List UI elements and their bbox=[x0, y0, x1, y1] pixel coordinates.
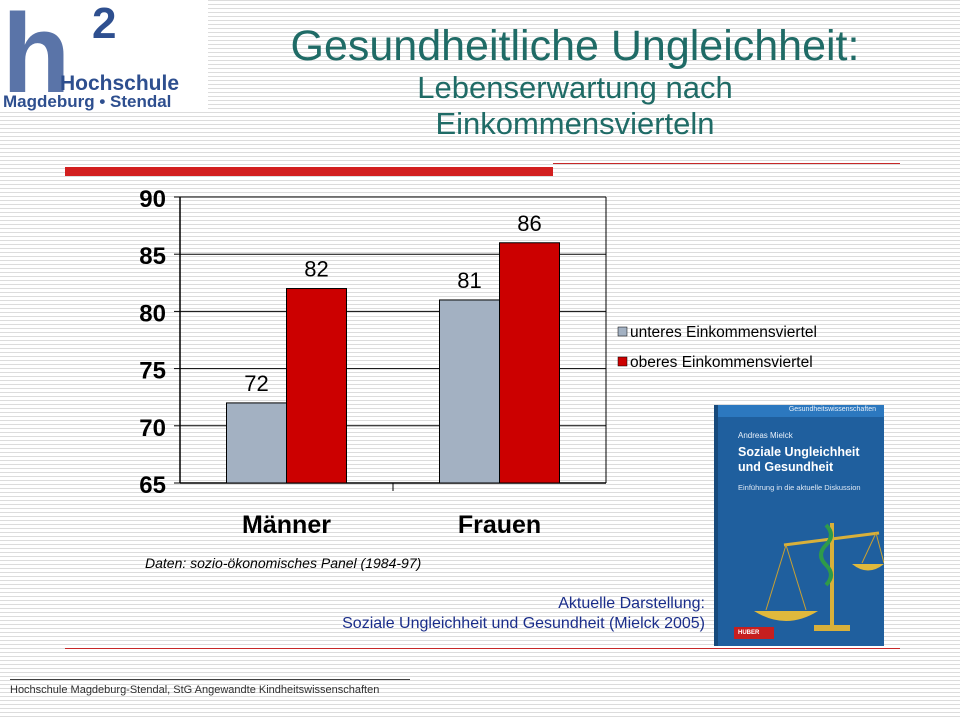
x-category-label: Männer bbox=[242, 511, 331, 539]
slide-title: Gesundheitliche Ungleichheit: Lebenserwa… bbox=[230, 22, 920, 142]
bar bbox=[499, 242, 560, 484]
bar bbox=[286, 288, 347, 484]
data-source-note: Daten: sozio-ökonomisches Panel (1984-97… bbox=[145, 555, 422, 571]
y-tick-label: 75 bbox=[139, 358, 166, 385]
title-sub-line1: Lebenserwartung nach bbox=[417, 70, 733, 105]
y-tick-label: 65 bbox=[139, 472, 166, 499]
logo-superscript: 2 bbox=[92, 0, 116, 48]
title-underline-thick bbox=[65, 167, 553, 176]
university-logo: h 2 Hochschule Magdeburg • Stendal bbox=[0, 0, 208, 112]
footer-rule bbox=[10, 679, 410, 680]
book-series: Gesundheitswissenschaften bbox=[788, 406, 876, 413]
bottom-divider bbox=[65, 648, 900, 649]
y-tick-label: 85 bbox=[139, 243, 166, 270]
bar bbox=[226, 402, 287, 484]
scales-of-justice-icon bbox=[714, 405, 884, 646]
y-tick-label: 80 bbox=[139, 300, 166, 327]
caption-line2: Soziale Ungleichheit und Gesundheit (Mie… bbox=[342, 615, 705, 632]
bar-value-label: 86 bbox=[517, 211, 541, 236]
logo-h2-mark: h 2 bbox=[2, 0, 116, 112]
caption-line1: Aktuelle Darstellung: bbox=[558, 595, 705, 612]
legend-label: oberes Einkommensviertel bbox=[630, 354, 813, 371]
book-cover: Gesundheitswissenschaften Andreas Mielck… bbox=[714, 405, 884, 646]
legend-label: unteres Einkommensviertel bbox=[630, 324, 817, 341]
logo-city: Magdeburg • Stendal bbox=[3, 92, 172, 111]
bar-value-label: 72 bbox=[244, 371, 268, 396]
legend-swatch bbox=[617, 326, 628, 337]
legend-swatch bbox=[617, 356, 628, 367]
book-title-line1: Soziale Ungleichheit bbox=[738, 445, 860, 459]
x-category-label: Frauen bbox=[458, 511, 541, 539]
bar bbox=[439, 299, 500, 484]
book-author: Andreas Mielck bbox=[738, 431, 793, 440]
book-title-line2: und Gesundheit bbox=[738, 460, 834, 474]
book-series-band: Gesundheitswissenschaften bbox=[714, 405, 884, 417]
logo-name: Hochschule bbox=[60, 72, 180, 95]
bar-value-label: 82 bbox=[304, 257, 328, 282]
title-main: Gesundheitliche Ungleichheit: bbox=[290, 22, 860, 70]
title-sub-line2: Einkommensvierteln bbox=[435, 106, 715, 141]
logo-letter: h bbox=[2, 0, 70, 112]
book-title: Soziale Ungleichheit und Gesundheit bbox=[738, 445, 878, 475]
y-tick-label: 70 bbox=[139, 415, 166, 442]
title-underline-thin bbox=[553, 163, 900, 164]
current-reference-caption: Aktuelle Darstellung: Soziale Ungleichhe… bbox=[200, 594, 705, 634]
book-publisher: HUBER bbox=[738, 630, 760, 636]
footer-text: Hochschule Magdeburg-Stendal, StG Angewa… bbox=[10, 684, 380, 696]
bar-value-label: 81 bbox=[457, 268, 481, 293]
y-tick-label: 90 bbox=[139, 186, 166, 213]
book-subtitle: Einführung in die aktuelle Diskussion bbox=[738, 483, 861, 492]
